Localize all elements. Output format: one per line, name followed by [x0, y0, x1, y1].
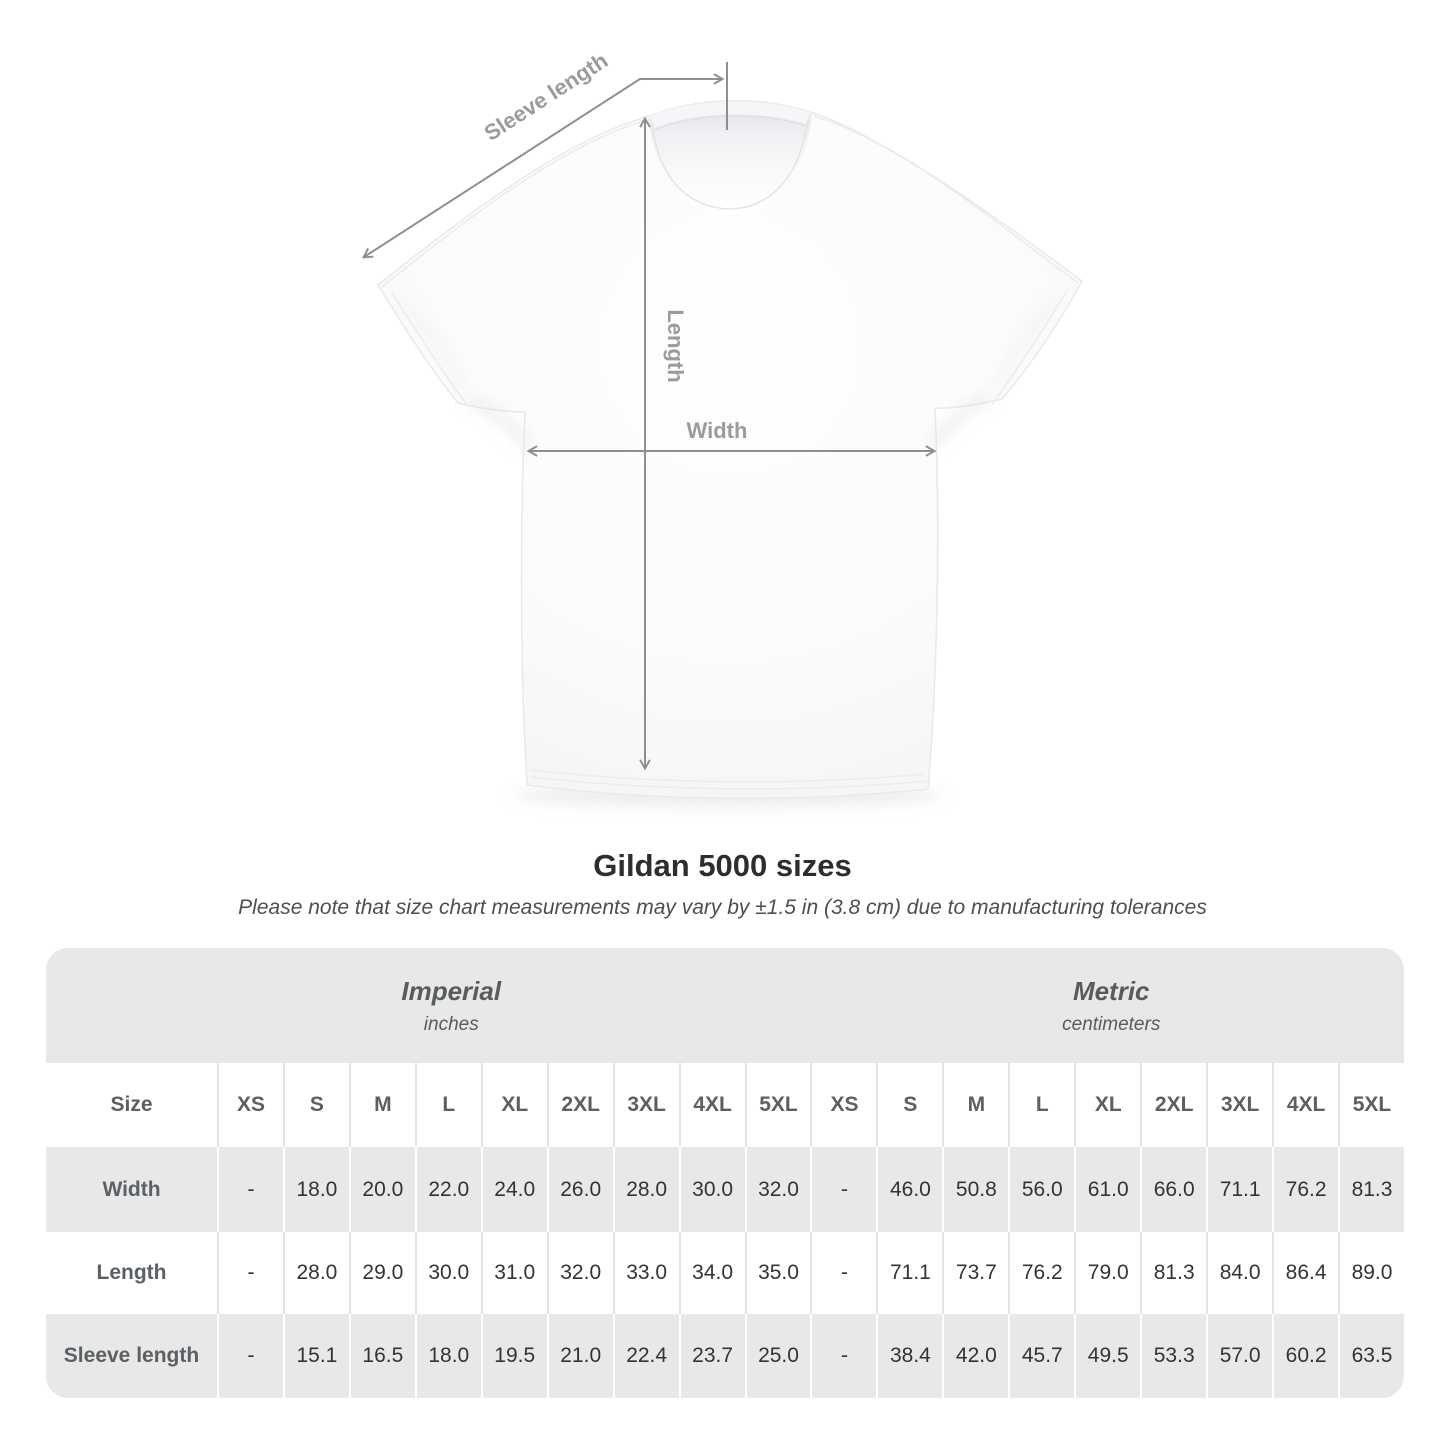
row-label-sleeve-length: Sleeve length — [46, 1314, 217, 1398]
value-cell: 28.0 — [612, 1147, 679, 1232]
value-cell: - — [810, 1314, 877, 1398]
value-cell: 15.1 — [282, 1314, 349, 1398]
value-cell: 32.0 — [546, 1232, 613, 1314]
page-title: Gildan 5000 sizes — [593, 848, 852, 883]
value-cell: 61.0 — [1074, 1147, 1141, 1232]
imperial-size-header: 2XL — [546, 1063, 613, 1147]
value-cell: 30.0 — [414, 1232, 481, 1314]
value-cell: 81.3 — [1338, 1147, 1404, 1232]
value-cell: 56.0 — [1008, 1147, 1075, 1232]
value-cell: 73.7 — [942, 1232, 1009, 1314]
value-cell: 86.4 — [1272, 1232, 1339, 1314]
value-cell: 34.0 — [678, 1232, 745, 1314]
value-cell: 18.0 — [414, 1314, 481, 1398]
value-cell: 25.0 — [744, 1314, 811, 1398]
imperial-size-header: 5XL — [744, 1063, 811, 1147]
imperial-size-header: XL — [480, 1063, 547, 1147]
metric-size-header: S — [876, 1063, 943, 1147]
value-cell: 45.7 — [1008, 1314, 1075, 1398]
value-cell: 21.0 — [546, 1314, 613, 1398]
metric-size-header: 5XL — [1338, 1063, 1404, 1147]
metric-size-header: 4XL — [1272, 1063, 1339, 1147]
value-cell: 50.8 — [942, 1147, 1009, 1232]
value-cell: - — [217, 1232, 283, 1314]
value-cell: 49.5 — [1074, 1314, 1141, 1398]
imperial-title: Imperial — [401, 975, 502, 1006]
value-cell: 22.4 — [612, 1314, 679, 1398]
value-cell: 26.0 — [546, 1147, 613, 1232]
value-cell: 23.7 — [678, 1314, 745, 1398]
value-cell: 79.0 — [1074, 1232, 1141, 1314]
value-cell: 16.5 — [348, 1314, 415, 1398]
metric-size-header: XS — [810, 1063, 877, 1147]
metric-size-header: M — [942, 1063, 1009, 1147]
value-cell: 35.0 — [744, 1232, 811, 1314]
imperial-size-header: S — [282, 1063, 349, 1147]
imperial-units: inches — [423, 1013, 479, 1035]
metric-title: Metric — [1072, 975, 1150, 1006]
imperial-header: Imperial inches — [46, 948, 811, 1063]
value-cell: 60.2 — [1272, 1314, 1339, 1398]
row-label-width: Width — [46, 1147, 217, 1232]
metric-size-header: 3XL — [1206, 1063, 1273, 1147]
value-cell: 71.1 — [1206, 1147, 1273, 1232]
value-cell: 42.0 — [942, 1314, 1009, 1398]
value-cell: - — [810, 1232, 877, 1314]
value-cell: - — [217, 1147, 283, 1232]
value-cell: 19.5 — [480, 1314, 547, 1398]
length-label: Length — [663, 309, 688, 382]
imperial-size-header: M — [348, 1063, 415, 1147]
row-label-length: Length — [46, 1232, 217, 1314]
value-cell: 33.0 — [612, 1232, 679, 1314]
value-cell: 38.4 — [876, 1314, 943, 1398]
value-cell: 24.0 — [480, 1147, 547, 1232]
imperial-size-header: L — [414, 1063, 481, 1147]
sleeve-length-label: Sleeve length — [480, 48, 613, 146]
size-column-header: Size — [46, 1063, 217, 1147]
value-cell: 29.0 — [348, 1232, 415, 1314]
measurement-annotations — [361, 62, 937, 771]
value-cell: 63.5 — [1338, 1314, 1404, 1398]
value-cell: 81.3 — [1140, 1232, 1207, 1314]
value-cell: 30.0 — [678, 1147, 745, 1232]
sleeve-length-arrow — [361, 73, 725, 259]
tshirt-image — [377, 100, 1083, 807]
value-cell: 71.1 — [876, 1232, 943, 1314]
value-cell: 22.0 — [414, 1147, 481, 1232]
metric-size-header: XL — [1074, 1063, 1141, 1147]
value-cell: - — [217, 1314, 283, 1398]
value-cell: - — [810, 1147, 877, 1232]
tshirt-measurement-diagram: Sleeve length Length Width — [361, 48, 1083, 807]
value-cell: 76.2 — [1272, 1147, 1339, 1232]
imperial-size-header: 3XL — [612, 1063, 679, 1147]
value-cell: 76.2 — [1008, 1232, 1075, 1314]
metric-size-header: L — [1008, 1063, 1075, 1147]
metric-size-header: 2XL — [1140, 1063, 1207, 1147]
value-cell: 84.0 — [1206, 1232, 1273, 1314]
imperial-size-header: 4XL — [678, 1063, 745, 1147]
metric-header: Metric centimeters — [810, 948, 1404, 1063]
value-cell: 53.3 — [1140, 1314, 1207, 1398]
imperial-size-header: XS — [217, 1063, 283, 1147]
value-cell: 31.0 — [480, 1232, 547, 1314]
value-cell: 89.0 — [1338, 1232, 1404, 1314]
value-cell: 66.0 — [1140, 1147, 1207, 1232]
value-cell: 57.0 — [1206, 1314, 1273, 1398]
value-cell: 28.0 — [282, 1232, 349, 1314]
width-label: Width — [687, 418, 748, 443]
size-table: Imperial inches Metric centimeters Size … — [46, 948, 1404, 1398]
tolerance-note: Please note that size chart measurements… — [238, 896, 1207, 919]
value-cell: 20.0 — [348, 1147, 415, 1232]
value-cell: 46.0 — [876, 1147, 943, 1232]
value-cell: 32.0 — [744, 1147, 811, 1232]
value-cell: 18.0 — [282, 1147, 349, 1232]
metric-units: centimeters — [1062, 1013, 1161, 1035]
